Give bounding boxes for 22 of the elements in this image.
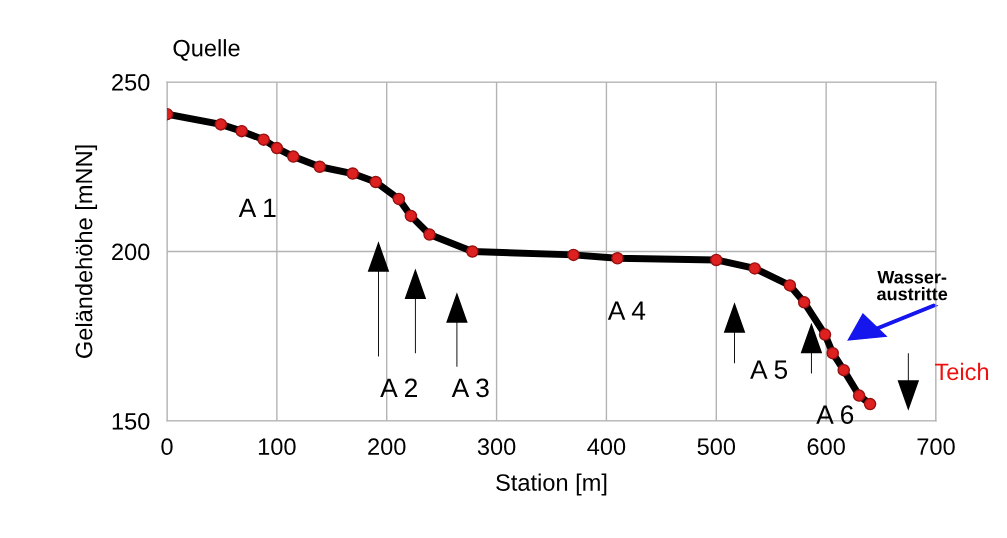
annotation: A 6 <box>816 405 854 425</box>
annotation: Wasser- austritte <box>877 270 948 301</box>
annotation: A 3 <box>451 378 489 398</box>
x-tick-label: 400 <box>587 438 626 456</box>
annotation: A 1 <box>238 198 276 217</box>
x-axis-title: Station [m] <box>496 473 607 496</box>
text: Quelle <box>173 39 240 61</box>
x-tick-label: 0 <box>161 438 173 456</box>
x-tick-label: 700 <box>917 438 955 456</box>
annotation: A 2 <box>380 378 417 397</box>
y-tick-label: 200 <box>112 243 150 261</box>
annotation: A 4 <box>607 301 646 320</box>
y-axis-title: Geländehöhe [mNN] <box>75 145 98 358</box>
x-tick-label: 500 <box>697 438 736 456</box>
annotation: A 5 <box>750 360 788 379</box>
x-tick-label: 300 <box>477 438 516 456</box>
x-tick-label: 100 <box>258 438 296 456</box>
x-tick-label: 600 <box>807 438 845 456</box>
x-tick-label: 200 <box>368 438 406 456</box>
y-tick-label: 150 <box>112 413 150 430</box>
annotation: Teich <box>934 362 989 381</box>
y-tick-label: 250 <box>112 74 150 91</box>
